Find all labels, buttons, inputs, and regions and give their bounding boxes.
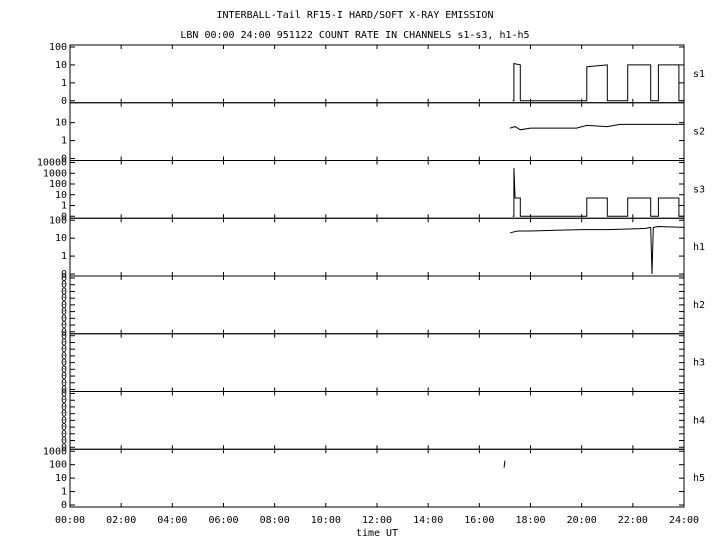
- y-tick-label: 0: [61, 331, 67, 342]
- y-tick-label: 10000: [37, 158, 67, 169]
- y-tick-label: 0: [61, 364, 67, 375]
- y-tick-label: 1: [61, 78, 67, 89]
- panel-label: s2: [693, 127, 705, 138]
- x-tick-label: 16:00: [464, 515, 494, 526]
- panel-label: h4: [693, 415, 705, 426]
- panel-label: h5: [693, 473, 705, 484]
- y-tick-label: 10: [55, 118, 67, 129]
- y-tick-label: 10: [55, 233, 67, 244]
- y-tick-label: 0: [61, 293, 67, 304]
- y-tick-label: 0: [61, 371, 67, 382]
- y-tick-label: 10: [55, 190, 67, 201]
- y-tick-label: 0: [61, 344, 67, 355]
- y-tick-label: 0: [61, 307, 67, 318]
- y-tick-label: 0: [61, 300, 67, 311]
- y-tick-label: 0: [61, 415, 67, 426]
- chart-title: INTERBALL-Tail RF15-I HARD/SOFT X-RAY EM…: [217, 10, 494, 21]
- x-tick-label: 10:00: [311, 515, 341, 526]
- y-tick-label: 100: [49, 215, 67, 226]
- y-tick-label: 0: [61, 280, 67, 291]
- y-tick-label: 0: [61, 422, 67, 433]
- x-tick-label: 24:00: [669, 515, 699, 526]
- y-tick-label: 10: [55, 473, 67, 484]
- y-tick-label: 10: [55, 60, 67, 71]
- y-tick-label: 0: [61, 436, 67, 447]
- y-tick-label: 100: [49, 460, 67, 471]
- x-tick-label: 04:00: [157, 515, 187, 526]
- y-tick-label: 0: [61, 273, 67, 284]
- y-tick-label: 0: [61, 409, 67, 420]
- data-line: [509, 123, 684, 131]
- y-tick-label: 0: [61, 96, 67, 107]
- y-tick-label: 0: [61, 395, 67, 406]
- x-tick-label: 12:00: [362, 515, 392, 526]
- x-axis-label: time UT: [356, 528, 398, 539]
- panel-label: h3: [693, 358, 705, 369]
- y-tick-label: 1: [61, 136, 67, 147]
- panel-label: s1: [693, 69, 705, 80]
- x-tick-label: 22:00: [618, 515, 648, 526]
- y-tick-label: 0: [61, 327, 67, 338]
- y-tick-label: 0: [61, 358, 67, 369]
- x-tick-label: 02:00: [106, 515, 136, 526]
- data-line: [512, 62, 684, 102]
- y-tick-label: 0: [61, 211, 67, 222]
- panel-label: h1: [693, 242, 705, 253]
- y-tick-label: 0: [61, 402, 67, 413]
- y-tick-label: 0: [61, 378, 67, 389]
- panel-label: s3: [693, 184, 705, 195]
- y-tick-label: 100: [49, 42, 67, 53]
- y-tick-label: 0: [61, 320, 67, 331]
- x-tick-label: 08:00: [260, 515, 290, 526]
- y-tick-label: 0: [61, 351, 67, 362]
- y-tick-label: 1: [61, 201, 67, 212]
- panel-label: h2: [693, 300, 705, 311]
- y-tick-label: 0: [61, 313, 67, 324]
- y-tick-label: 1: [61, 251, 67, 262]
- x-tick-label: 06:00: [208, 515, 238, 526]
- x-tick-label: 20:00: [567, 515, 597, 526]
- y-tick-label: 0: [61, 269, 67, 280]
- x-tick-label: 14:00: [413, 515, 443, 526]
- y-tick-label: 0: [61, 154, 67, 165]
- y-tick-label: 100: [49, 179, 67, 190]
- y-tick-label: 0: [61, 442, 67, 453]
- x-tick-label: 00:00: [55, 515, 85, 526]
- y-tick-label: 0: [61, 389, 67, 400]
- y-tick-label: 0: [61, 429, 67, 440]
- y-tick-label: 0: [61, 385, 67, 396]
- chart-subtitle: LBN 00:00 24:00 951122 COUNT RATE IN CHA…: [180, 30, 529, 41]
- data-line: [503, 460, 506, 468]
- data-line: [512, 168, 684, 217]
- y-tick-label: 0: [61, 337, 67, 348]
- y-tick-label: 1000: [43, 446, 67, 457]
- data-line: [509, 225, 685, 275]
- y-tick-label: 1: [61, 487, 67, 498]
- x-tick-label: 18:00: [515, 515, 545, 526]
- y-tick-label: 0: [61, 286, 67, 297]
- y-tick-label: 0: [61, 500, 67, 511]
- y-tick-label: 1000: [43, 168, 67, 179]
